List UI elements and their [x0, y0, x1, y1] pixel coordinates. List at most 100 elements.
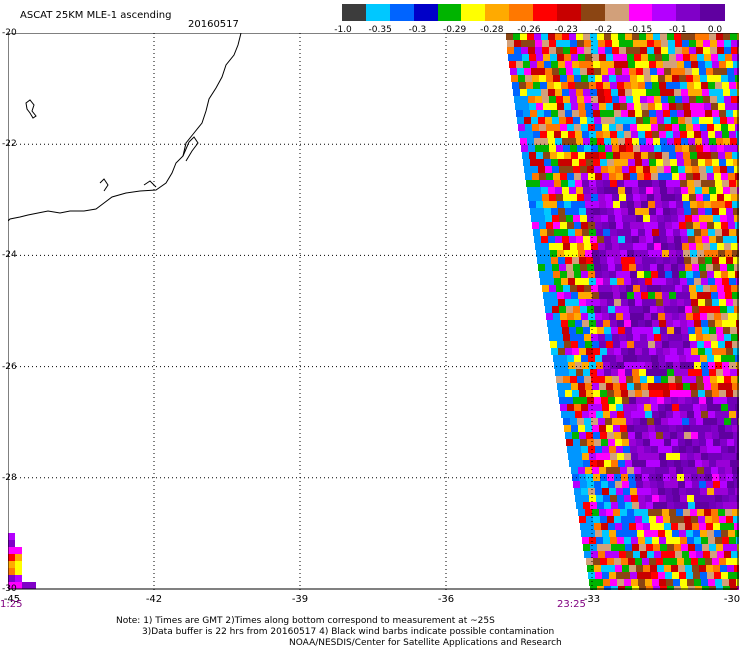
swath-cell	[556, 47, 563, 54]
swath-cell	[733, 516, 739, 523]
swath-cell	[609, 173, 616, 180]
swath-cell	[599, 425, 606, 432]
swath-cell	[588, 313, 595, 320]
swath-cell	[599, 152, 606, 159]
swath-cell	[651, 173, 658, 180]
swath-cell	[655, 292, 662, 299]
swath-cell	[634, 383, 641, 390]
swath-cell	[729, 579, 736, 586]
swath-cell	[562, 327, 569, 334]
swath-cell	[654, 145, 661, 152]
swath-cell	[718, 103, 725, 110]
swath-cell	[560, 313, 567, 320]
swath-cell	[585, 509, 592, 516]
swath-cell	[726, 390, 733, 397]
swath-cell	[577, 40, 584, 47]
swath-cell	[708, 453, 715, 460]
swath-cell	[679, 124, 686, 131]
swath-cell	[683, 509, 690, 516]
swath-cell	[616, 313, 623, 320]
swath-cell	[634, 250, 641, 257]
swath-cell	[696, 47, 703, 54]
swath-cell	[661, 551, 668, 558]
swath-cell	[707, 404, 714, 411]
swath-cell	[553, 75, 560, 82]
swath-cell	[620, 250, 627, 257]
swath-cell	[691, 61, 698, 68]
swath-cell	[645, 495, 652, 502]
swath-cell	[568, 229, 575, 236]
swath-cell	[687, 131, 694, 138]
swath-cell	[572, 348, 579, 355]
swath-cell	[667, 138, 674, 145]
swath-cell	[698, 390, 705, 397]
swath-cell	[608, 117, 615, 124]
swath-cell	[675, 418, 682, 425]
swath-cell	[712, 390, 719, 397]
swath-cell	[610, 537, 617, 544]
swath-cell	[600, 61, 607, 68]
legend-swatch	[365, 4, 391, 21]
swath-cell	[556, 96, 563, 103]
swath-cell	[581, 404, 588, 411]
swath-cell	[668, 551, 675, 558]
swath-cell	[660, 138, 667, 145]
swath-cell	[569, 460, 576, 467]
swath-cell	[548, 33, 555, 40]
time-left: 1:25	[0, 599, 23, 610]
swath-cell	[546, 75, 553, 82]
swath-cell	[565, 432, 572, 439]
swath-cell	[714, 271, 721, 278]
legend-swatch	[342, 4, 367, 21]
swath-cell	[570, 334, 577, 341]
swath-cell	[693, 572, 700, 579]
swath-cell	[670, 159, 677, 166]
swath-cell	[686, 446, 693, 453]
swath-cell	[624, 537, 631, 544]
swath-cell	[723, 502, 730, 509]
swath-cell	[699, 397, 706, 404]
swath-cell	[535, 145, 542, 152]
swath-cell	[643, 264, 650, 271]
swath-cell	[700, 446, 707, 453]
swath-cell	[562, 89, 569, 96]
swath-cell	[622, 397, 629, 404]
swath-cell	[629, 68, 636, 75]
swath-cell	[734, 397, 739, 404]
island-outline	[25, 99, 37, 119]
swath-cell	[732, 250, 739, 257]
swath-cell	[587, 523, 594, 530]
swath-cell	[642, 257, 649, 264]
swath-cell	[641, 509, 648, 516]
swath-cell	[716, 369, 723, 376]
swath-cell	[655, 54, 662, 61]
swath-cell	[618, 327, 625, 334]
swath-cell	[622, 166, 629, 173]
swath-cell	[694, 82, 701, 89]
swath-cell	[628, 348, 635, 355]
swath-cell	[704, 201, 711, 208]
swath-cell	[554, 82, 561, 89]
swath-cell	[528, 47, 535, 54]
swath-cell	[569, 187, 576, 194]
swath-cell	[703, 194, 710, 201]
swath-cell	[715, 411, 722, 418]
swath-cell	[579, 208, 586, 215]
swath-cell	[609, 271, 616, 278]
swath-cell	[601, 565, 608, 572]
swath-cell	[558, 257, 565, 264]
swath-cell	[705, 348, 712, 355]
swath-cell	[616, 404, 623, 411]
swath-cell	[583, 327, 590, 334]
swath-cell	[626, 376, 633, 383]
swath-cell	[600, 208, 607, 215]
swath-cell	[636, 264, 643, 271]
swath-cell	[551, 299, 558, 306]
swath-cell	[608, 523, 615, 530]
swath-cell	[712, 159, 719, 166]
swath-cell	[619, 285, 626, 292]
swath-cell	[717, 418, 724, 425]
swath-cell	[728, 355, 735, 362]
swath-cell	[704, 341, 711, 348]
swath-cell	[690, 201, 697, 208]
